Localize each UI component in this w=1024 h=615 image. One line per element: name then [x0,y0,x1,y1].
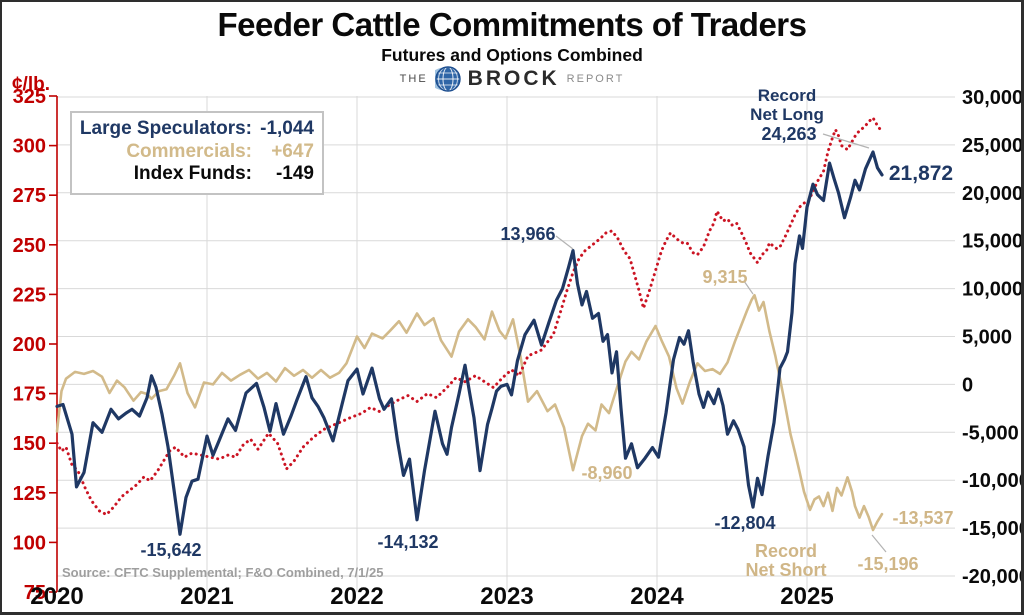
logo-report-text: REPORT [566,73,625,85]
source-note: Source: CFTC Supplemental; F&O Combined,… [62,565,384,580]
left-axis-label: 200 [13,334,46,356]
annotation-value-13966: 13,966 [500,224,555,244]
legend-row-index-funds: Index Funds: -149 [78,163,314,186]
logo-the-text: THE [399,73,428,85]
left-axis-label: 150 [13,433,46,455]
legend-value: -1,044 [260,118,314,139]
x-axis-label: 2021 [180,583,233,610]
x-axis-label: 2022 [330,583,383,610]
annotation-record-net-long-line1: Record [758,86,817,105]
annotation-record-net-long-line2: Net Long [750,105,824,124]
legend-value: +647 [271,140,314,162]
annotation-leader [555,235,574,250]
series-large-speculators [55,150,884,536]
legend-box: Large Speculators: -1,044 Commercials: +… [70,111,324,195]
right-axis-label: -20,000 [962,566,1024,588]
left-axis-label: 75 [24,582,46,604]
right-axis-label: 15,000 [962,231,1023,253]
annotation-value-minus-15196: -15,196 [857,554,918,574]
legend-value: -149 [275,163,314,184]
annotation-leader [822,133,870,149]
left-axis-label: 100 [13,532,46,554]
annotation-value-24263: 24,263 [761,124,816,144]
annotation-value-minus-8960: -8,960 [581,463,632,483]
annotation-leader [743,280,754,295]
left-axis-label: 125 [13,483,46,505]
left-axis-label: 325 [13,86,46,108]
logo-brock-text: BROCK [467,67,560,90]
annotation-leader [871,534,887,553]
right-axis-label: 30,000 [962,87,1023,109]
right-axis-label: 10,000 [962,279,1023,301]
chart-subtitle: Futures and Options Combined [381,45,643,65]
annotation-value-minus-14132: -14,132 [377,532,438,552]
legend-row-commercials: Commercials: +647 [78,141,314,164]
legend-label: Commercials: [126,140,252,162]
right-axis-label: -10,000 [962,470,1024,492]
right-axis-label: 20,000 [962,183,1023,205]
x-axis-label: 2025 [780,583,833,610]
legend-label: Large Speculators: [79,118,252,139]
annotation-value-minus-13537: -13,537 [892,508,953,528]
series-commercials [55,293,884,532]
x-axis-label: 2023 [480,583,533,610]
legend-label: Index Funds: [133,163,252,184]
right-axis-label: 5,000 [962,327,1012,349]
legend-row-large-speculators: Large Speculators: -1,044 [78,118,314,141]
annotation-value-21872: 21,872 [889,162,953,185]
right-axis-label: 25,000 [962,135,1023,157]
annotation-value-minus-15642: -15,642 [140,540,201,560]
right-axis-label: -5,000 [962,422,1019,444]
page-title: Feeder Cattle Commitments of Traders [217,6,808,43]
right-axis-label: -15,000 [962,518,1024,540]
annotation-record-net-short-line2: Net Short [746,560,827,580]
left-axis-label: 175 [13,384,46,406]
annotation-value-9315: 9,315 [702,267,747,287]
left-axis-unit: ¢/lb. [12,74,50,95]
x-axis-label: 2020 [30,583,83,610]
annotation-record-net-short-line1: Record [755,541,817,561]
left-axis-label: 275 [13,185,46,207]
brock-report-logo: THE BROCK REPORT [0,66,1024,92]
left-axis-label: 225 [13,284,46,306]
left-axis-label: 250 [13,235,46,257]
left-axis-label: 300 [13,136,46,158]
right-axis-label: 0 [962,374,973,396]
globe-icon [434,66,461,92]
annotation-value-minus-12804: -12,804 [714,513,775,533]
x-axis-label: 2024 [630,583,684,610]
